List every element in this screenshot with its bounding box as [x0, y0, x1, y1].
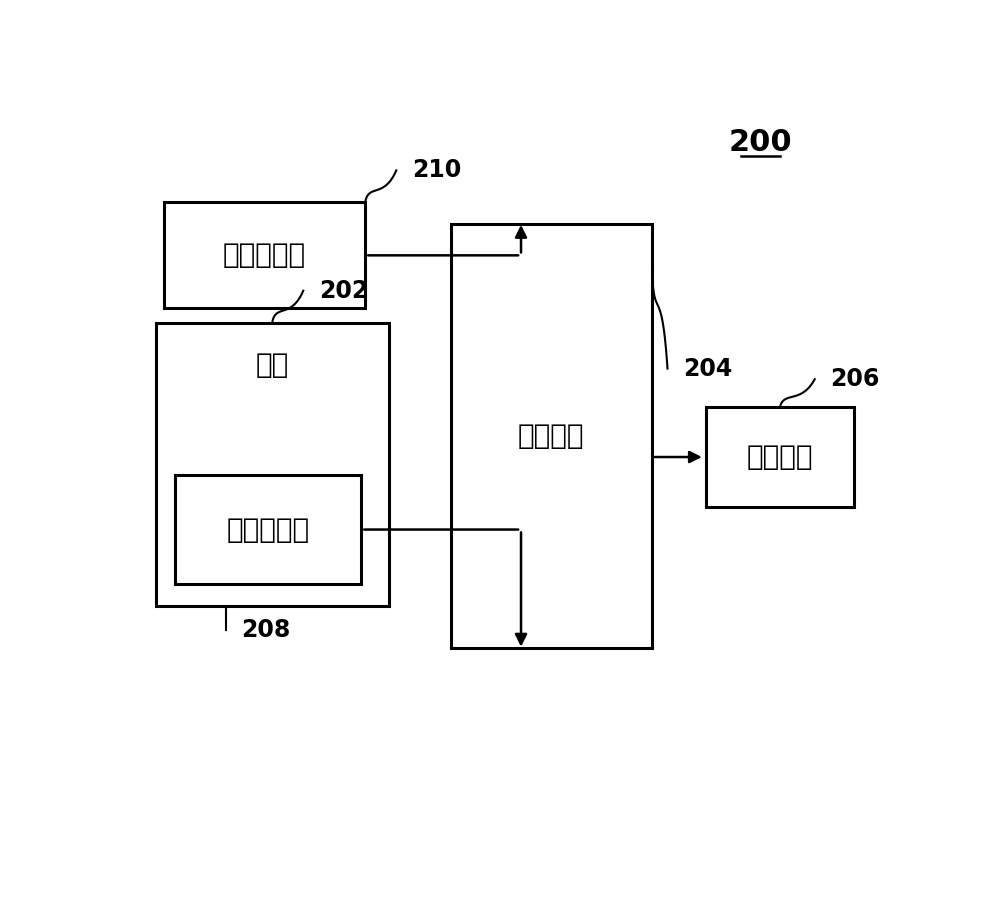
Bar: [156, 323, 388, 606]
Text: 210: 210: [412, 158, 461, 183]
Bar: [450, 223, 652, 648]
Text: 显示装置: 显示装置: [747, 443, 813, 471]
Text: 心外传感器: 心外传感器: [223, 242, 306, 269]
Text: 206: 206: [830, 368, 880, 391]
Bar: [175, 475, 361, 584]
Text: 处理装置: 处理装置: [518, 422, 584, 449]
Text: 导管传感器: 导管传感器: [227, 516, 310, 543]
Bar: [706, 407, 854, 506]
Text: 202: 202: [319, 278, 368, 302]
Text: 导管: 导管: [256, 351, 289, 379]
Text: 208: 208: [241, 618, 291, 642]
Text: 200: 200: [729, 128, 792, 156]
Bar: [164, 202, 365, 309]
Text: 204: 204: [683, 357, 732, 380]
